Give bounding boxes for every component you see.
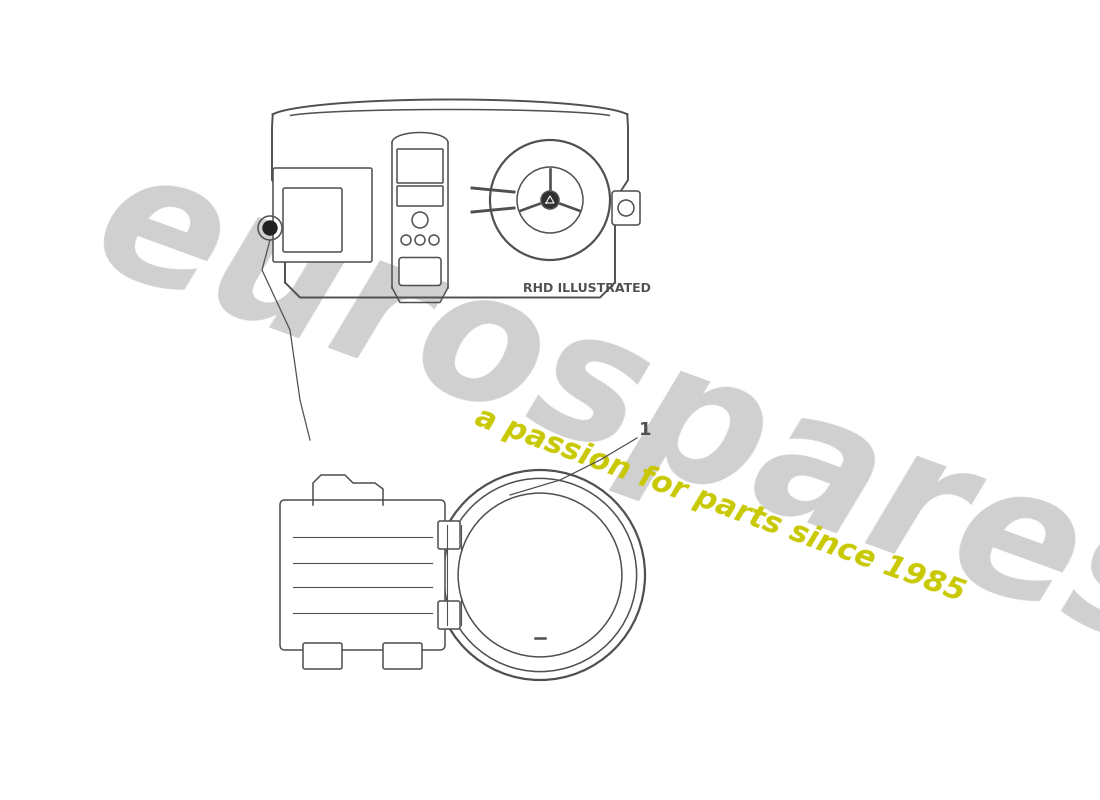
Circle shape: [415, 235, 425, 245]
Circle shape: [434, 470, 645, 680]
Circle shape: [517, 167, 583, 233]
FancyBboxPatch shape: [399, 258, 441, 286]
FancyBboxPatch shape: [302, 643, 342, 669]
FancyBboxPatch shape: [397, 186, 443, 206]
Circle shape: [263, 221, 277, 235]
FancyBboxPatch shape: [283, 188, 342, 252]
Circle shape: [618, 200, 634, 216]
FancyBboxPatch shape: [383, 643, 422, 669]
FancyBboxPatch shape: [438, 601, 460, 629]
FancyBboxPatch shape: [273, 168, 372, 262]
FancyBboxPatch shape: [438, 521, 460, 549]
FancyBboxPatch shape: [397, 149, 443, 183]
Circle shape: [429, 235, 439, 245]
Circle shape: [458, 493, 621, 657]
Text: eurospares: eurospares: [74, 132, 1100, 688]
Circle shape: [490, 140, 610, 260]
Circle shape: [443, 478, 637, 672]
Circle shape: [402, 235, 411, 245]
Circle shape: [541, 191, 559, 209]
FancyBboxPatch shape: [612, 191, 640, 225]
Text: a passion for parts since 1985: a passion for parts since 1985: [471, 402, 969, 607]
Text: RHD ILLUSTRATED: RHD ILLUSTRATED: [522, 282, 651, 295]
FancyBboxPatch shape: [280, 500, 446, 650]
Text: 1: 1: [639, 421, 651, 439]
Circle shape: [412, 212, 428, 228]
